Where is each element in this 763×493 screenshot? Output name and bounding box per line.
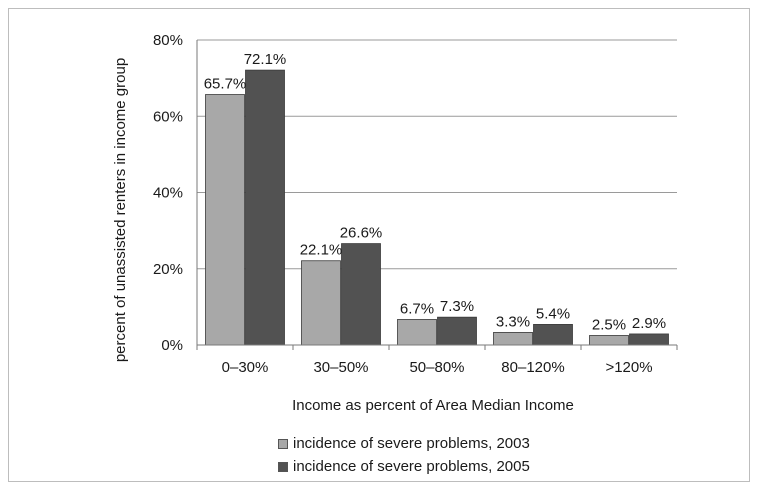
legend: incidence of severe problems, 2003 incid… (278, 432, 530, 478)
data-label-2005: 2.9% (632, 315, 666, 332)
bar-2005 (629, 333, 669, 346)
data-label-2003: 22.1% (300, 242, 343, 259)
data-label-2005: 72.1% (244, 51, 287, 68)
y-tick-label: 40% (153, 185, 183, 202)
bar-2003 (589, 335, 629, 346)
bar-2003 (493, 332, 533, 346)
x-tick-label: 0–30% (222, 359, 269, 376)
data-label-2005: 7.3% (440, 298, 474, 315)
y-tick-label: 20% (153, 261, 183, 278)
bar-2005 (533, 324, 573, 346)
bar-2003 (301, 260, 341, 346)
legend-item-2005: incidence of severe problems, 2005 (278, 455, 530, 478)
axes: 0% 20% 40% 60% 80% 0–30% 30–50% 50–80% 80–120% >1… (153, 32, 678, 376)
legend-item-2003: incidence of severe problems, 2003 (278, 432, 530, 455)
legend-label-2003: incidence of severe problems, 2003 (293, 435, 530, 452)
bars (205, 69, 669, 346)
data-label-2005: 5.4% (536, 305, 570, 322)
x-tick-label: 80–120% (501, 359, 564, 376)
y-axis-title: percent of unassisted renters in income … (112, 58, 129, 362)
bar-2003 (205, 94, 245, 346)
bar-2005 (245, 69, 285, 346)
y-tick-label: 60% (153, 108, 183, 125)
bar-2003 (397, 319, 437, 346)
bar-2005 (341, 243, 381, 346)
data-label-2003: 65.7% (204, 76, 247, 93)
x-axis-title: Income as percent of Area Median Income (292, 397, 574, 414)
y-tick-label: 80% (153, 32, 183, 49)
data-label-2005: 26.6% (340, 225, 383, 242)
data-label-2003: 6.7% (400, 300, 434, 317)
bar-2005 (437, 316, 477, 346)
legend-label-2005: incidence of severe problems, 2005 (293, 458, 530, 475)
data-label-2003: 3.3% (496, 313, 530, 330)
x-tick-label: 50–80% (409, 359, 464, 376)
data-label-2003: 2.5% (592, 316, 626, 333)
legend-swatch-2003 (278, 438, 288, 449)
y-tick-label: 0% (161, 337, 183, 354)
legend-swatch-2005 (278, 461, 288, 472)
x-tick-label: 30–50% (313, 359, 368, 376)
x-tick-label: >120% (605, 359, 652, 376)
data-labels: 65.7% 72.1% 22.1%26.6% 6.7% 7.3% 3.3% 5.4% 2.5%… (204, 51, 666, 333)
